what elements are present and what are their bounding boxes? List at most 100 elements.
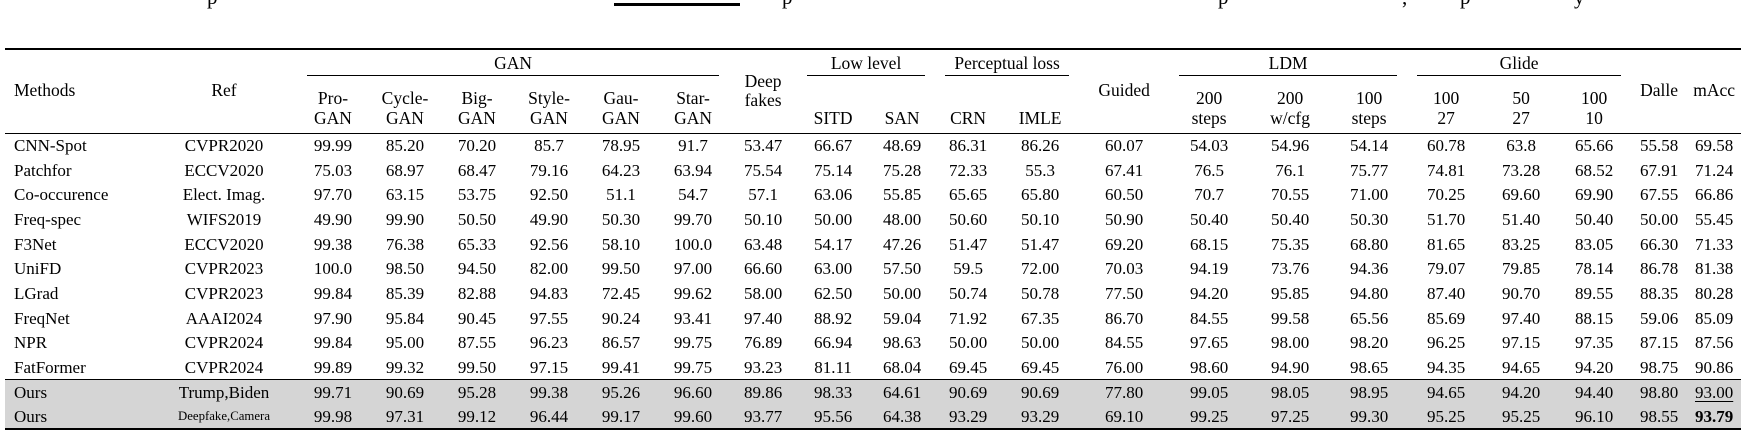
cell-value: 50.10	[1020, 209, 1060, 229]
cell-value: 94.20	[1574, 357, 1614, 377]
cell-value: 66.30	[1639, 234, 1679, 254]
group-label-ldm: LDM	[1268, 53, 1308, 74]
cell-value: 77.50	[1104, 283, 1144, 303]
cell-value: 93.79	[1694, 406, 1734, 426]
cell-value: 51.47	[1020, 234, 1060, 254]
cell-value: 95.26	[601, 382, 641, 402]
cell-ref: Deepfake,Camera	[177, 409, 270, 423]
cell-value: 87.56	[1694, 333, 1734, 353]
cell-value: 58.10	[601, 234, 641, 254]
cell-ref: CVPR2023	[184, 283, 264, 303]
cell-value: 66.86	[1694, 185, 1734, 205]
cell-value: 98.33	[813, 382, 853, 402]
cell-value: 72.45	[601, 283, 641, 303]
cell-method: NPR	[14, 333, 48, 353]
cell-value: 64.23	[601, 160, 641, 180]
cell-value: 98.00	[1270, 333, 1310, 353]
cell-value: 76.89	[743, 333, 783, 353]
cell-value: 65.33	[457, 234, 497, 254]
caption-glyph: ,	[1402, 0, 1407, 10]
cell-value: 99.99	[313, 136, 353, 156]
cell-value: 81.38	[1694, 259, 1734, 279]
cell-value: 50.00	[948, 333, 988, 353]
cell-value: 97.55	[529, 308, 569, 328]
cell-value: 98.55	[1639, 406, 1679, 426]
cell-value: 69.90	[1574, 185, 1614, 205]
cell-value: 50.60	[948, 209, 988, 229]
cell-value: 50.00	[882, 283, 922, 303]
cell-value: 76.5	[1194, 160, 1224, 180]
caption-glyph: p	[1218, 0, 1229, 10]
cell-value: 54.03	[1189, 136, 1229, 156]
cell-value: 69.60	[1501, 185, 1541, 205]
cell-value: 94.36	[1349, 259, 1389, 279]
table-body: CNN-Spot CVPR2020 99.99 85.20 70.20 85.7 78.95…	[5, 133, 1742, 430]
cell-method: LGrad	[14, 283, 59, 303]
cell-value: 90.69	[1020, 382, 1060, 402]
cell-value: 75.28	[882, 160, 922, 180]
column-header: 50 27	[1485, 76, 1558, 134]
column-header-deepfakes: Deep fakes	[729, 49, 798, 134]
cell-value: 53.47	[743, 136, 783, 156]
cell-value: 90.69	[385, 382, 425, 402]
cell-value: 54.14	[1349, 136, 1389, 156]
group-label-gan: GAN	[494, 53, 532, 74]
cell-value: 90.70	[1501, 283, 1541, 303]
cell-value: 99.25	[1189, 406, 1229, 426]
table-row: F3Net ECCV2020 99.38 76.38 65.33 92.56 58.10 10…	[5, 232, 1741, 257]
cell-value: 99.84	[313, 283, 353, 303]
column-header: Star- GAN	[657, 76, 730, 134]
cell-method: Co-occurence	[14, 185, 109, 205]
cell-value: 78.14	[1574, 259, 1614, 279]
group-label-low-level: Low level	[830, 53, 902, 74]
cell-value: 63.15	[385, 185, 425, 205]
cell-value: 80.28	[1694, 283, 1734, 303]
cell-value: 65.66	[1574, 136, 1614, 156]
caption-glyph: p	[782, 0, 793, 10]
cell-value: 85.7	[534, 136, 564, 156]
cell-value: 81.65	[1426, 234, 1466, 254]
cell-value: 99.60	[673, 406, 713, 426]
cell-value: 98.75	[1639, 357, 1679, 377]
cell-value: 93.23	[743, 357, 783, 377]
cell-value: 51.1	[606, 185, 636, 205]
group-label-glide: Glide	[1499, 53, 1539, 74]
cell-value: 70.7	[1194, 185, 1224, 205]
cell-value: 99.75	[673, 333, 713, 353]
cell-value: 88.92	[813, 308, 853, 328]
cell-value: 50.10	[743, 209, 783, 229]
cell-value: 97.70	[313, 185, 353, 205]
cell-value: 97.00	[673, 259, 713, 279]
cell-value: 99.70	[673, 209, 713, 229]
table-row: NPR CVPR2024 99.84 95.00 87.55 96.23 86.57 99.7…	[5, 331, 1741, 356]
cell-ref: Trump,Biden	[178, 382, 270, 402]
cell-value: 93.41	[673, 308, 713, 328]
cell-value: 76.38	[385, 234, 425, 254]
cell-value: 47.26	[882, 234, 922, 254]
table-row: Ours Deepfake,Camera 99.98 97.31 99.12 96.44 9…	[5, 404, 1742, 430]
deepfakes-line2: fakes	[744, 90, 782, 111]
cell-value: 53.75	[457, 185, 497, 205]
cell-value: 50.74	[948, 283, 988, 303]
cell-value: 76.00	[1104, 357, 1144, 377]
cell-value: 95.85	[1270, 283, 1310, 303]
cell-ref: CVPR2023	[184, 259, 264, 279]
cell-value: 99.58	[1270, 308, 1310, 328]
cell-value: 50.30	[1349, 209, 1389, 229]
column-header: Cycle- GAN	[369, 76, 441, 134]
results-table: Methods Ref GAN Deep fakes Low level Per…	[5, 48, 1742, 431]
cell-value: 99.89	[313, 357, 353, 377]
cell-value: 69.58	[1694, 136, 1734, 156]
cell-value: 99.30	[1349, 406, 1389, 426]
column-header: Style- GAN	[513, 76, 585, 134]
cell-value: 72.33	[948, 160, 988, 180]
cell-value: 96.60	[673, 382, 713, 402]
table-row: Freq-spec WIFS2019 49.90 99.90 50.50 49.90 50.…	[5, 207, 1741, 232]
cell-value: 67.91	[1639, 160, 1679, 180]
caption-glyph: y	[1574, 0, 1585, 10]
cell-ref: CVPR2024	[184, 333, 264, 353]
cell-value: 58.00	[743, 283, 783, 303]
cell-value: 50.78	[1020, 283, 1060, 303]
cell-ref: CVPR2020	[184, 136, 264, 156]
cell-value: 93.77	[743, 406, 783, 426]
